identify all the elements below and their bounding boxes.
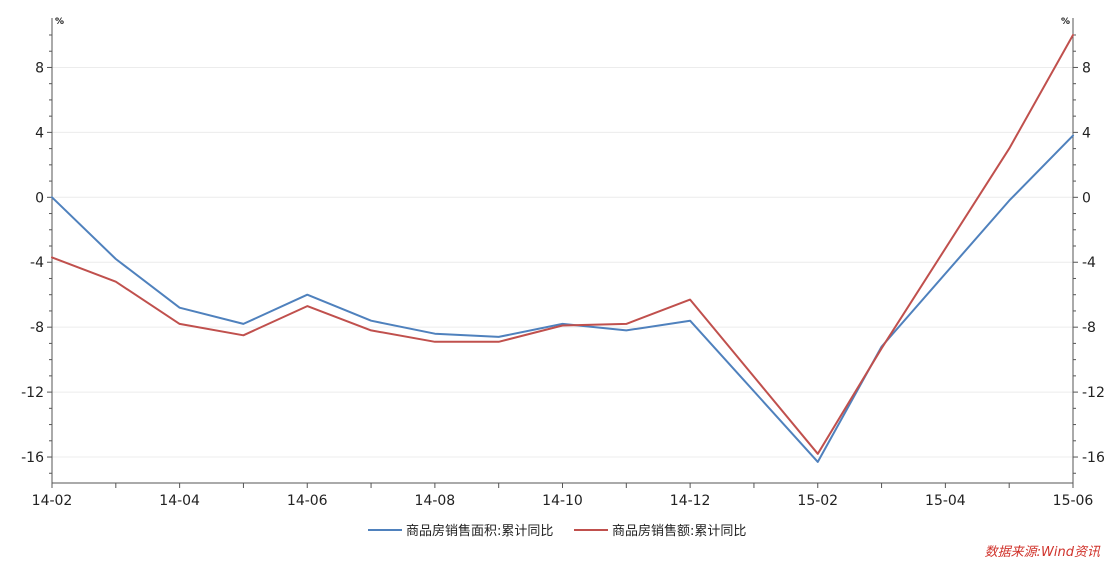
- x-tick-label: 15-02: [797, 493, 838, 509]
- y-tick-label-right: 0: [1082, 190, 1091, 206]
- legend-label-1: 商品房销售面积:累计同比: [406, 523, 553, 539]
- x-tick-label: 15-04: [925, 493, 966, 509]
- x-tick-label: 14-12: [670, 493, 711, 509]
- x-tick-label: 14-10: [542, 493, 583, 509]
- y-tick-label-right: -4: [1082, 255, 1096, 271]
- series-line-1: [51, 134, 1074, 463]
- x-tick-label: 14-06: [287, 493, 328, 509]
- y-tick-label-left: 8: [35, 60, 44, 76]
- series-line-2: [51, 34, 1074, 455]
- y-tick-label-left: -12: [21, 385, 44, 401]
- y-tick-label-left: -16: [21, 450, 44, 466]
- x-tick-label: 14-04: [159, 493, 200, 509]
- x-tick-label: 14-02: [32, 493, 73, 509]
- y-tick-label-left: -4: [30, 255, 44, 271]
- y-tick-label-left: 0: [35, 190, 44, 206]
- x-tick-label: 15-06: [1053, 493, 1094, 509]
- series-group: [51, 34, 1074, 463]
- y-unit-right: %: [1061, 17, 1070, 27]
- legend-label-2: 商品房销售额:累计同比: [612, 523, 746, 539]
- legend: 商品房销售面积:累计同比 商品房销售额:累计同比: [368, 523, 746, 539]
- y-tick-label-right: 4: [1082, 125, 1091, 141]
- axes: % % -16 -16 -12 -12 -8 -8 -4 -4 0 0 4 4 8 8 14-02 14-04 14…: [21, 17, 1105, 509]
- y-unit-left: %: [55, 17, 64, 27]
- x-tick-label: 14-08: [415, 493, 456, 509]
- y-tick-label-right: -12: [1082, 385, 1105, 401]
- y-tick-label-left: 4: [35, 125, 44, 141]
- y-tick-label-right: 8: [1082, 60, 1091, 76]
- y-tick-label-right: -8: [1082, 320, 1096, 336]
- grid: [52, 66, 1073, 458]
- y-tick-label-left: -8: [30, 320, 44, 336]
- y-tick-label-right: -16: [1082, 450, 1105, 466]
- source-note: 数据来源:Wind资讯: [985, 545, 1101, 560]
